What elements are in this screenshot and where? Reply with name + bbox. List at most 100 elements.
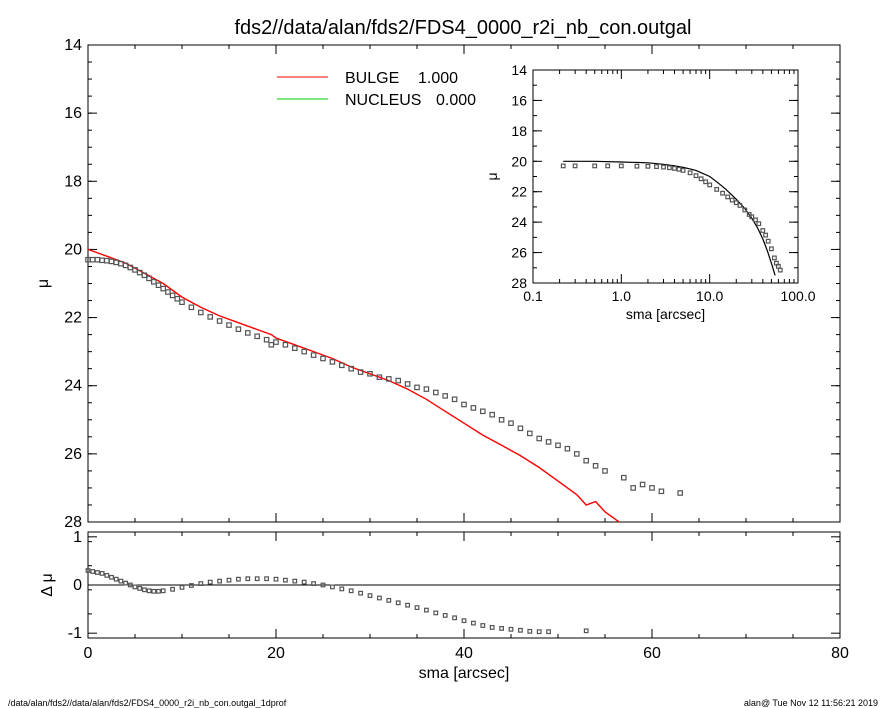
data-point	[771, 255, 777, 261]
data-point	[545, 439, 552, 445]
data-point	[216, 318, 223, 324]
data-point	[245, 330, 251, 336]
data-point	[386, 597, 392, 603]
x-tick-label: 0.1	[523, 288, 543, 304]
data-point	[113, 576, 119, 582]
data-point	[160, 588, 166, 594]
y-tick-label: 20	[511, 153, 527, 169]
data-point	[151, 588, 157, 594]
x-tick-label: 0	[84, 645, 93, 662]
y-tick-label: 26	[64, 446, 82, 463]
data-point	[245, 576, 251, 582]
data-point	[99, 570, 105, 576]
data-point	[680, 168, 686, 173]
x-axis-label: sma [arcsec]	[626, 306, 705, 322]
data-point	[94, 570, 100, 575]
data-point	[546, 629, 551, 635]
data-point	[236, 576, 241, 582]
data-point	[367, 593, 373, 598]
data-point	[461, 401, 467, 408]
data-point	[127, 582, 133, 588]
data-point	[442, 393, 449, 399]
legend-value-bulge: 1.000	[418, 70, 458, 87]
data-point	[339, 362, 345, 369]
data-point	[179, 299, 185, 306]
data-point	[273, 339, 279, 345]
data-point	[254, 333, 261, 340]
data-point	[661, 164, 666, 170]
data-point	[339, 586, 345, 592]
data-point	[693, 173, 699, 179]
data-point	[703, 179, 708, 185]
data-point	[729, 197, 735, 203]
data-point	[687, 170, 693, 176]
data-point	[358, 590, 363, 596]
data-point	[414, 384, 420, 391]
y-tick-label: 14	[511, 62, 527, 78]
data-point	[405, 602, 410, 608]
data-point	[311, 581, 316, 586]
y-tick-label: 20	[64, 241, 82, 258]
data-point	[605, 163, 611, 169]
y-tick-label: 14	[64, 37, 82, 54]
data-point	[742, 207, 748, 213]
y-tick-label: 28	[64, 514, 82, 531]
data-point	[292, 345, 298, 352]
data-point	[386, 376, 392, 382]
data-point	[452, 615, 457, 621]
data-point	[151, 279, 157, 285]
y-axis-label: μ	[35, 279, 52, 288]
data-point	[666, 165, 672, 171]
data-point	[634, 163, 640, 169]
data-point	[395, 600, 401, 606]
data-point	[198, 309, 204, 316]
x-axis-label: sma [arcsec]	[419, 665, 510, 682]
data-point	[777, 267, 783, 273]
data-point	[720, 190, 725, 196]
y-tick-label: 16	[511, 92, 527, 108]
data-point	[714, 187, 720, 192]
data-point	[725, 194, 731, 200]
data-point	[282, 342, 289, 348]
data-point	[560, 163, 566, 169]
data-point	[733, 200, 739, 206]
data-point	[707, 182, 713, 188]
data-point	[672, 166, 677, 171]
data-point	[698, 176, 704, 182]
x-tick-label: 40	[455, 645, 473, 662]
data-point	[480, 623, 486, 628]
data-point	[433, 610, 439, 616]
data-point	[442, 612, 448, 618]
data-point	[137, 585, 143, 591]
data-point	[90, 569, 96, 574]
data-point	[301, 348, 308, 355]
plot-frame	[532, 69, 799, 284]
data-point	[573, 451, 580, 457]
data-point	[508, 626, 514, 632]
data-point	[645, 163, 651, 169]
data-point	[174, 296, 181, 302]
legend-label-nucleus: NUCLEUS	[345, 92, 421, 109]
data-point	[749, 214, 755, 220]
data-point	[170, 586, 176, 592]
y-tick-label: -1	[68, 625, 82, 642]
data-point	[768, 246, 774, 252]
x-tick-label: 80	[831, 645, 849, 662]
data-point	[146, 588, 152, 594]
data-point	[132, 584, 138, 590]
data-point	[461, 618, 467, 624]
data-point	[765, 238, 771, 244]
data-point	[118, 578, 124, 584]
data-point	[320, 355, 326, 362]
data-point	[376, 374, 383, 381]
data-point	[188, 304, 195, 311]
data-point	[508, 420, 514, 427]
y-tick-label: 22	[64, 310, 82, 327]
data-point	[618, 163, 624, 169]
data-point	[592, 463, 599, 469]
y-tick-label: 1	[73, 529, 82, 546]
data-point	[433, 389, 439, 396]
data-point	[677, 490, 684, 496]
data-point	[592, 163, 598, 169]
